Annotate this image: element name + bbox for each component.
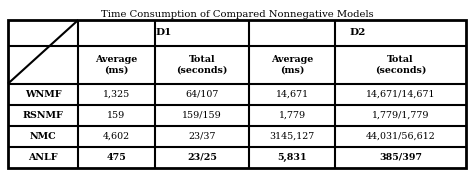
Text: D2: D2 (349, 28, 366, 37)
Text: ANLF: ANLF (28, 153, 58, 162)
Text: 159: 159 (107, 111, 126, 120)
Text: 159/159: 159/159 (182, 111, 222, 120)
Text: Average
(ms): Average (ms) (271, 55, 313, 74)
Text: 3145,127: 3145,127 (269, 132, 315, 141)
Text: 14,671/14,671: 14,671/14,671 (365, 90, 435, 99)
Text: Average
(ms): Average (ms) (95, 55, 137, 74)
Text: 23/25: 23/25 (187, 153, 217, 162)
Text: 1,779/1,779: 1,779/1,779 (372, 111, 429, 120)
Text: 44,031/56,612: 44,031/56,612 (365, 132, 435, 141)
Text: NMC: NMC (30, 132, 56, 141)
Bar (8, 20, 466, 168)
Text: 23/37: 23/37 (188, 132, 216, 141)
Text: 14,671: 14,671 (275, 90, 309, 99)
Text: 1,325: 1,325 (103, 90, 130, 99)
Text: 1,779: 1,779 (278, 111, 306, 120)
Text: 4,602: 4,602 (103, 132, 130, 141)
Text: D1: D1 (155, 28, 172, 37)
Text: Total
(seconds): Total (seconds) (176, 55, 228, 74)
Text: 475: 475 (107, 153, 126, 162)
Text: RSNMF: RSNMF (23, 111, 64, 120)
Text: Time Consumption of Compared Nonnegative Models: Time Consumption of Compared Nonnegative… (100, 10, 374, 19)
Text: 64/107: 64/107 (185, 90, 219, 99)
Text: WNMF: WNMF (25, 90, 62, 99)
Text: Total
(seconds): Total (seconds) (374, 55, 426, 74)
Text: 5,831: 5,831 (277, 153, 307, 162)
Text: 385/397: 385/397 (379, 153, 422, 162)
